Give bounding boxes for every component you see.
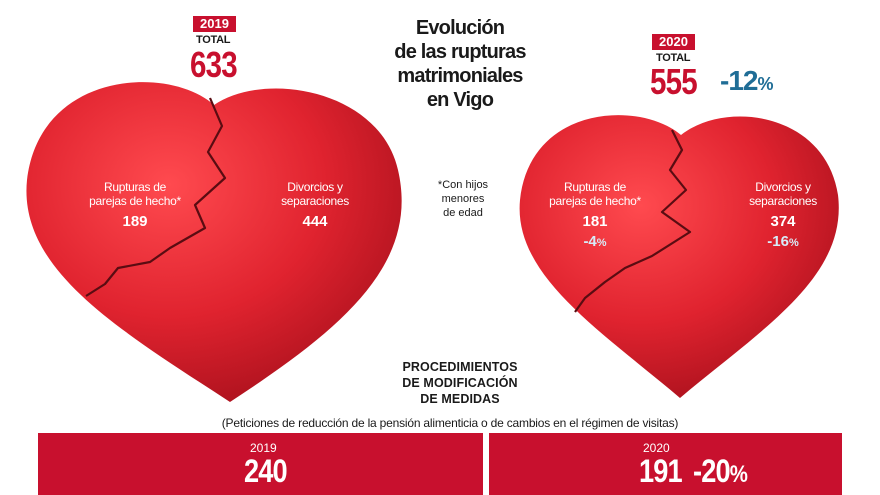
- slice-value-2019-divorcios: 444: [302, 213, 328, 230]
- percent-sign: %: [788, 237, 799, 249]
- total-label-2020: TOTAL: [656, 52, 691, 64]
- procedures-bar-2019: 2019 240: [38, 433, 483, 495]
- total-value-2020: 555: [650, 61, 698, 102]
- slice-label-2020-parejas-line-2: parejas de hecho*: [549, 194, 641, 208]
- heart-2019: [26, 82, 402, 403]
- slice-change-2020-parejas: -4%: [530, 233, 660, 252]
- chart-title-line-4: en Vigo: [426, 89, 494, 111]
- procedures-change-2020-value: -20: [693, 453, 731, 489]
- slice-label-2020-parejas: Rupturas de parejas de hecho*: [530, 180, 660, 208]
- slice-change-2020-divorcios: -16%: [718, 233, 848, 252]
- percent-sign: %: [757, 74, 773, 94]
- heart-2019-shape: [26, 82, 402, 403]
- procedures-title-line-3: DE MEDIDAS: [420, 392, 500, 406]
- year-badge-2020: 2020: [652, 34, 695, 50]
- slice-label-2019-parejas-line-1: Rupturas de: [103, 180, 167, 194]
- procedures-title-line-1: PROCEDIMIENTOS: [402, 360, 518, 374]
- slice-label-2019-divorcios: Divorcios y separaciones: [250, 180, 380, 208]
- chart-title: Evolución de las rupturas matrimoniales …: [360, 16, 560, 112]
- heart-2019-crack: [85, 97, 227, 297]
- procedures-title-line-2: DE MODIFICACIÓN: [402, 376, 518, 390]
- slice-change-2020-parejas-value: -4: [583, 233, 597, 250]
- chart-title-line-2: de las rupturas: [394, 41, 526, 63]
- heart-2020-shape: [519, 115, 839, 398]
- slice-label-2020-divorcios-line-1: Divorcios y: [755, 180, 811, 194]
- slice-label-2019-divorcios-line-1: Divorcios y: [287, 180, 343, 194]
- footnote: *Con hijos menores de edad: [418, 178, 508, 220]
- percent-sign: %: [729, 461, 748, 488]
- chart-title-line-3: matrimoniales: [397, 65, 523, 87]
- year-badge-2019: 2019: [193, 16, 236, 32]
- procedures-value-2019: 240: [244, 453, 288, 489]
- slice-value-2019-parejas: 189: [122, 213, 148, 230]
- slice-value-2020-divorcios: 374: [770, 213, 796, 230]
- total-change-2020-value: -12: [720, 65, 758, 96]
- procedures-change-2020: -20%: [693, 453, 748, 493]
- chart-title-line-1: Evolución: [415, 17, 505, 39]
- footnote-line-1: *Con hijos: [437, 179, 489, 191]
- heart-2020: [519, 115, 839, 398]
- procedures-bar-2020: 2020 191 -20%: [489, 433, 842, 495]
- footnote-line-2: menores: [441, 193, 485, 205]
- heart-2020-crack: [574, 129, 692, 313]
- slice-change-2020-divorcios-value: -16: [767, 233, 789, 250]
- slice-label-2019-parejas: Rupturas de parejas de hecho*: [70, 180, 200, 208]
- slice-label-2019-parejas-line-2: parejas de hecho*: [89, 194, 181, 208]
- total-value-2019: 633: [190, 44, 238, 85]
- slice-label-2020-divorcios: Divorcios y separaciones: [718, 180, 848, 208]
- procedures-title: PROCEDIMIENTOS DE MODIFICACIÓN DE MEDIDA…: [360, 359, 560, 407]
- total-change-2020: -12%: [720, 65, 773, 99]
- procedures-year-2020: 2020: [643, 441, 670, 455]
- slice-label-2020-divorcios-line-2: separaciones: [749, 194, 817, 208]
- slice-label-2020-parejas-line-1: Rupturas de: [563, 180, 627, 194]
- procedures-value-2020: 191: [639, 453, 683, 489]
- procedures-year-2019: 2019: [250, 441, 277, 455]
- percent-sign: %: [596, 237, 607, 249]
- slice-value-2020-parejas: 181: [582, 213, 608, 230]
- slice-label-2019-divorcios-line-2: separaciones: [281, 194, 349, 208]
- footnote-line-3: de edad: [443, 207, 483, 219]
- total-label-2019: TOTAL: [196, 34, 231, 46]
- procedures-subtitle: (Peticiones de reducción de la pensión a…: [221, 416, 679, 430]
